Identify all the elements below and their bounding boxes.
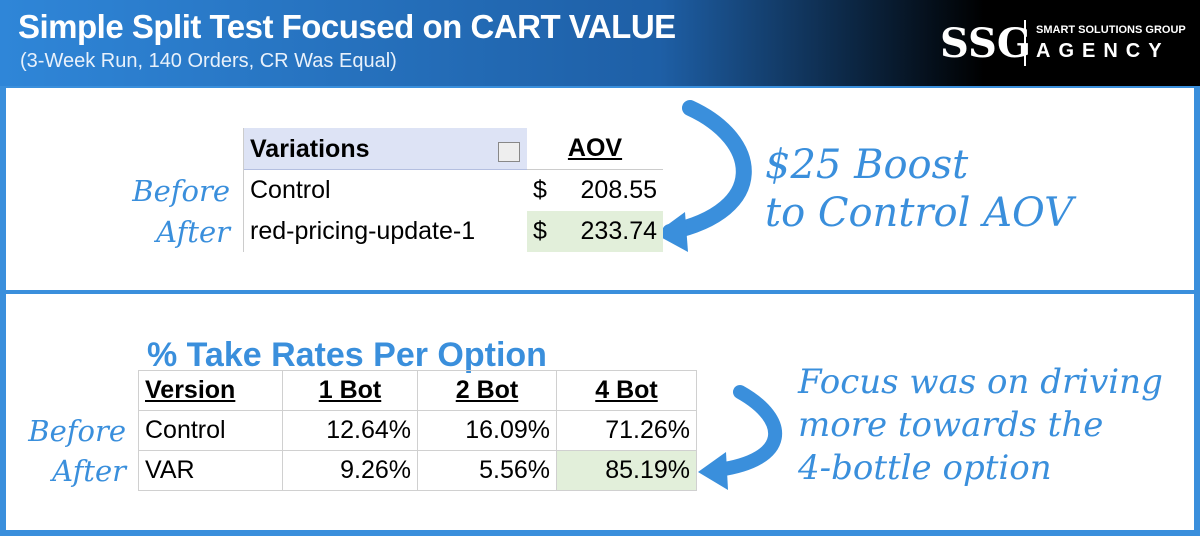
- cell: $: [527, 211, 567, 252]
- annotation: Focus was on driving: [798, 362, 1163, 402]
- cell: 9.26%: [283, 451, 418, 491]
- column-header: 4 Bot: [557, 370, 697, 411]
- subtitle: (3-Week Run, 140 Orders, CR Was Equal): [20, 50, 397, 72]
- header-row-bg: [243, 128, 527, 170]
- logo-mark: SSG: [940, 20, 1032, 67]
- cell: 5.56%: [418, 451, 557, 491]
- logo-line2: AGENCY: [1036, 40, 1170, 62]
- arrow: [711, 385, 782, 477]
- annotation: more towards the: [798, 405, 1104, 445]
- annotation: 4-bottle option: [798, 448, 1052, 488]
- aov-panel: [6, 88, 1194, 290]
- cell: 85.19%: [557, 451, 697, 491]
- cell: 16.09%: [418, 411, 557, 451]
- row-label: Before: [132, 173, 230, 208]
- cell: VAR: [138, 451, 283, 491]
- cell: 233.74: [567, 211, 663, 252]
- arrow-head: [698, 452, 728, 490]
- title: Simple Split Test Focused on CART VALUE: [18, 8, 676, 45]
- row-label: Before: [28, 414, 126, 448]
- cell: 71.26%: [557, 411, 697, 451]
- annotation: $25 Boost: [765, 142, 969, 188]
- column-header: 1 Bot: [283, 370, 418, 411]
- column-header: Version: [138, 370, 283, 411]
- arrow-head: [655, 212, 688, 252]
- annotation: to Control AOV: [765, 190, 1073, 236]
- arrow: [662, 100, 752, 240]
- logo-divider: [1024, 20, 1026, 66]
- column-header: Variations: [243, 128, 527, 170]
- cell: Control: [243, 170, 527, 211]
- row-label: After: [156, 214, 230, 249]
- cell: 12.64%: [283, 411, 418, 451]
- logo-line1: SMART SOLUTIONS GROUP: [1036, 24, 1186, 36]
- column-header: AOV: [527, 128, 663, 170]
- cell: red-pricing-update-1: [243, 211, 527, 252]
- column-header: 2 Bot: [418, 370, 557, 411]
- section-title: % Take Rates Per Option: [147, 336, 547, 374]
- cell: 208.55: [580, 176, 657, 204]
- cell: $: [533, 176, 547, 204]
- header: Simple Split Test Focused on CART VALUE …: [0, 0, 1200, 86]
- filter-button: [498, 142, 520, 162]
- row-label: After: [52, 454, 126, 488]
- cell: Control: [138, 411, 283, 451]
